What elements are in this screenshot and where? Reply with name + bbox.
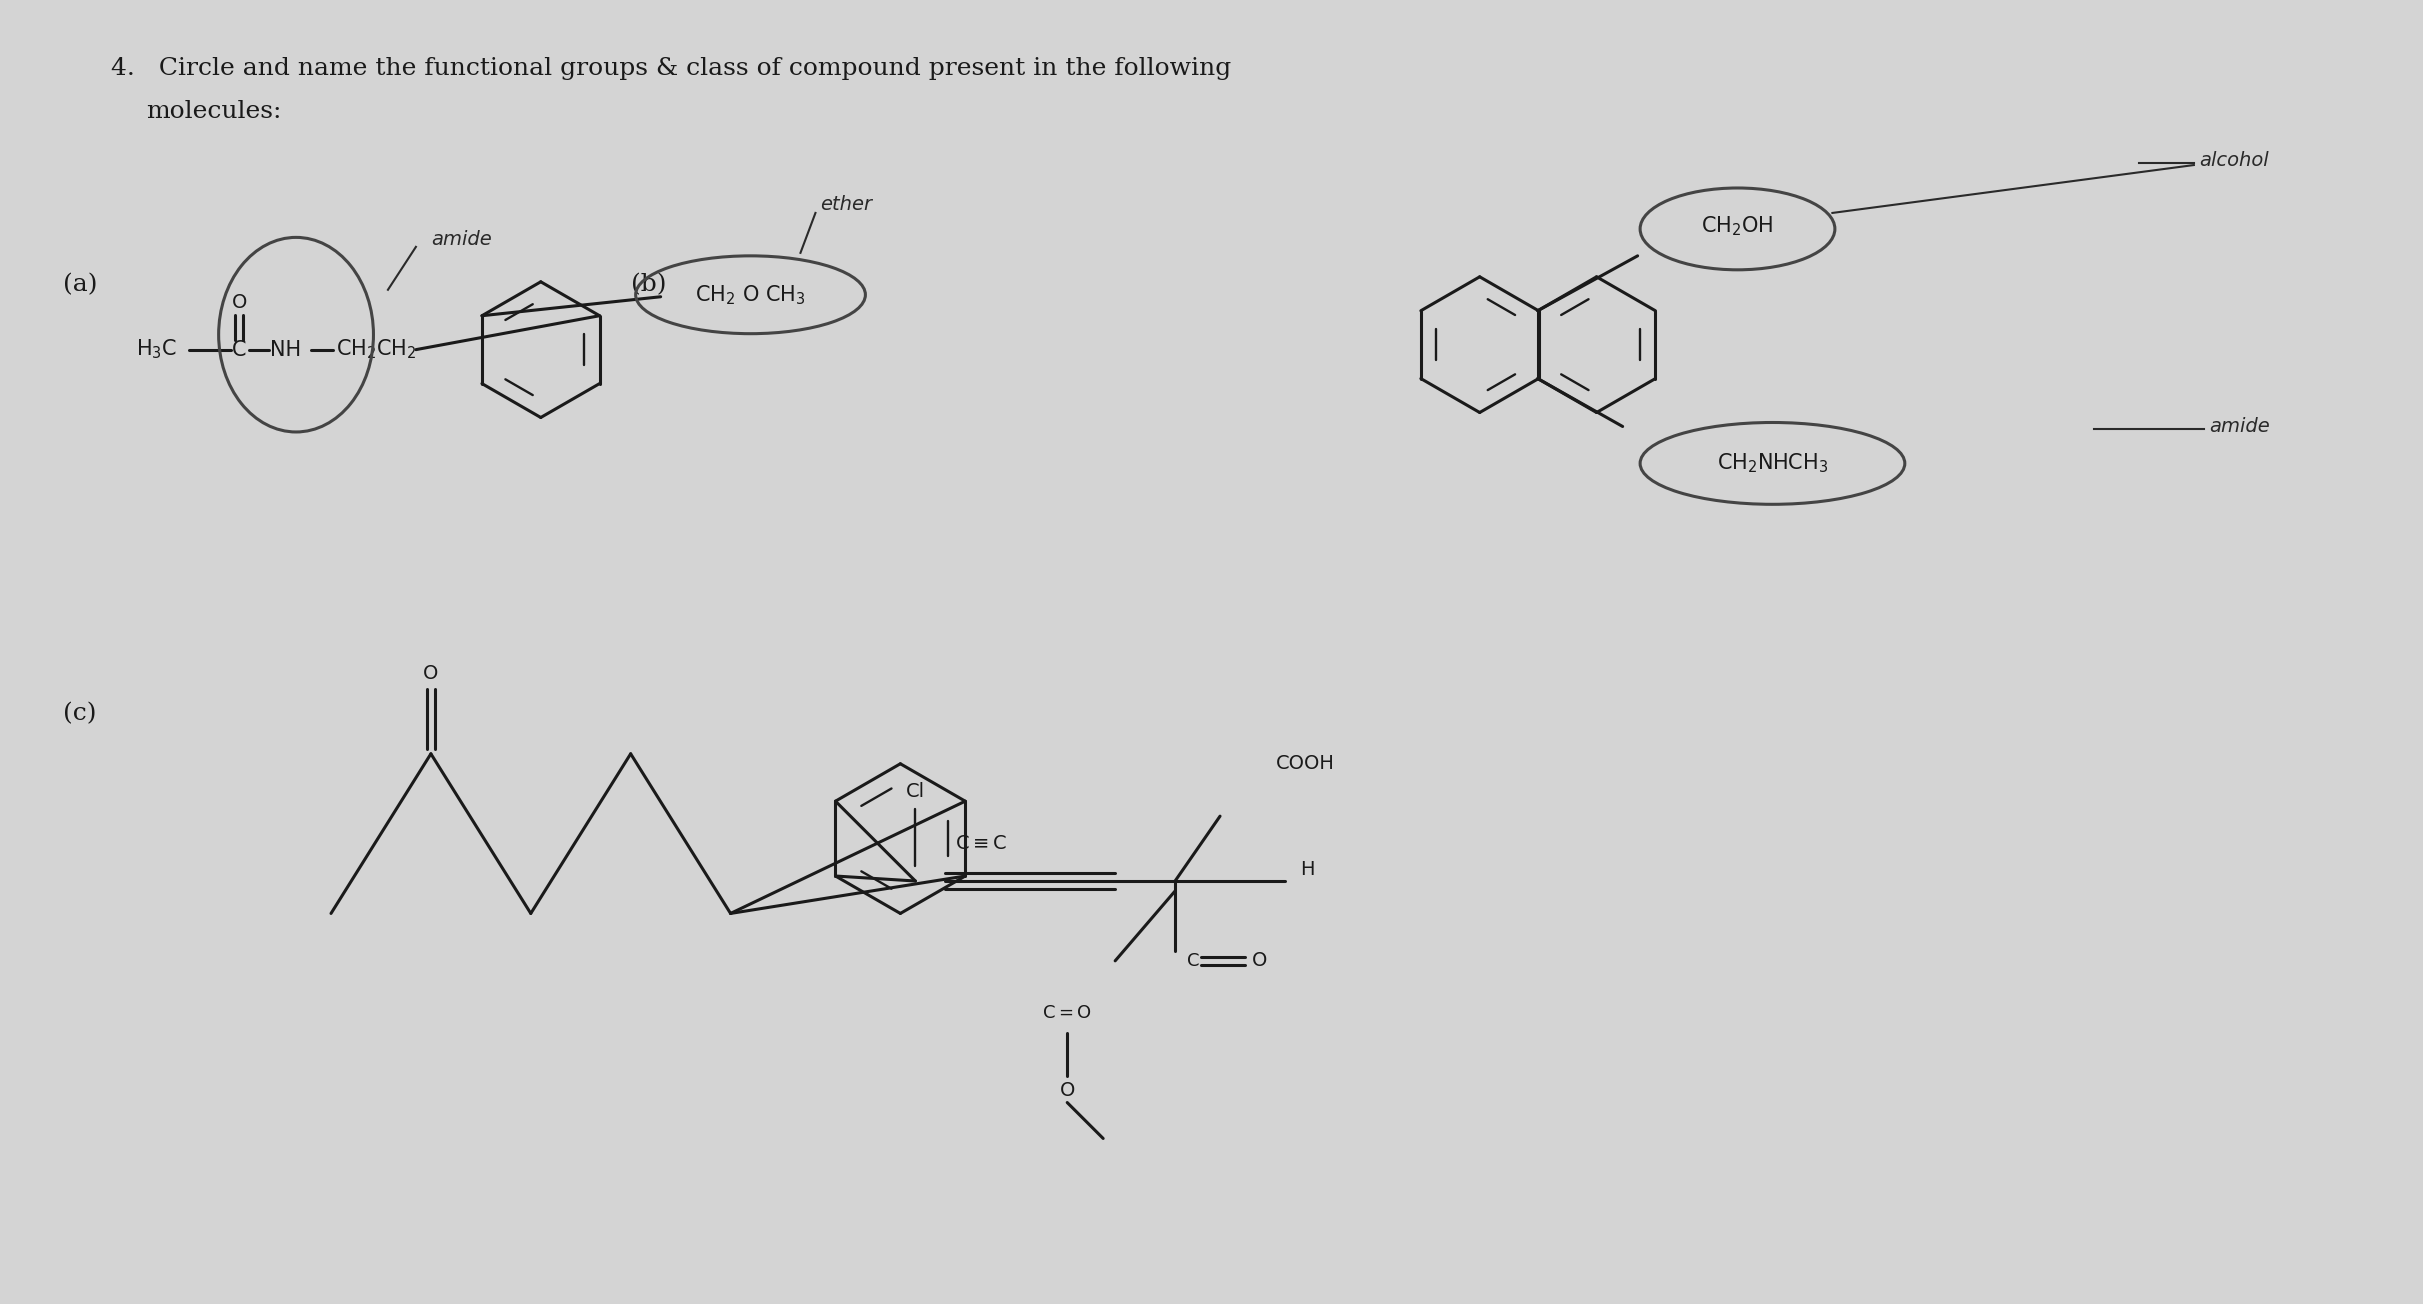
- Text: alcohol: alcohol: [2198, 150, 2268, 170]
- Text: O: O: [1059, 1081, 1076, 1101]
- Text: O: O: [233, 293, 247, 312]
- Text: $\mathsf{CH_2\ O\ CH_3}$: $\mathsf{CH_2\ O\ CH_3}$: [695, 283, 807, 306]
- Text: $\mathsf{CH_2NHCH_3}$: $\mathsf{CH_2NHCH_3}$: [1718, 451, 1829, 475]
- Text: O: O: [424, 665, 439, 683]
- Text: COOH: COOH: [1274, 754, 1335, 773]
- Text: 4.   Circle and name the functional groups & class of compound present in the fo: 4. Circle and name the functional groups…: [111, 57, 1231, 81]
- Text: $\mathsf{H_3C}$: $\mathsf{H_3C}$: [136, 338, 177, 361]
- Text: amide: amide: [431, 231, 492, 249]
- Text: molecules:: molecules:: [145, 100, 281, 123]
- Text: (b): (b): [630, 274, 666, 296]
- Text: $\mathsf{CH_2OH}$: $\mathsf{CH_2OH}$: [1701, 214, 1774, 237]
- Text: $\mathsf{C{\equiv}C}$: $\mathsf{C{\equiv}C}$: [955, 833, 1008, 853]
- Text: H: H: [1299, 859, 1313, 879]
- Text: O: O: [1253, 952, 1267, 970]
- Text: Cl: Cl: [906, 781, 926, 801]
- Text: NH: NH: [271, 339, 300, 360]
- Text: $\mathsf{CH_2CH_2}$: $\mathsf{CH_2CH_2}$: [337, 338, 417, 361]
- Text: C: C: [1187, 952, 1199, 970]
- Text: C: C: [233, 339, 247, 360]
- Text: (c): (c): [63, 703, 97, 725]
- Text: $\mathsf{C{=}O}$: $\mathsf{C{=}O}$: [1042, 1004, 1093, 1022]
- Text: amide: amide: [2210, 417, 2270, 436]
- Text: (a): (a): [63, 274, 97, 296]
- Text: ether: ether: [821, 196, 872, 214]
